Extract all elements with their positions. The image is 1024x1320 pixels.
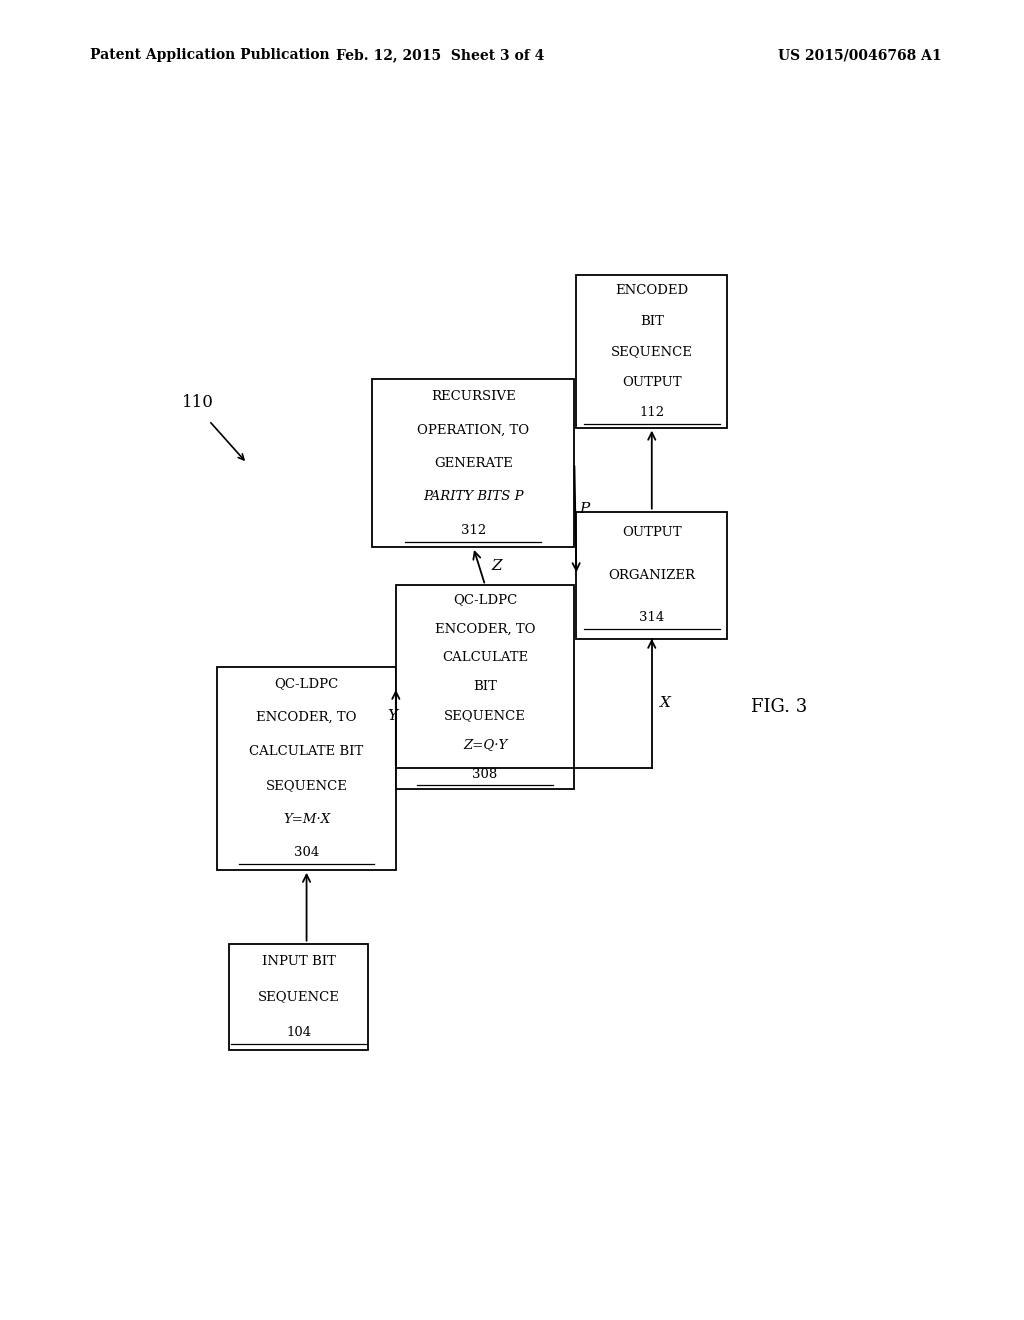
FancyBboxPatch shape — [372, 379, 574, 548]
Text: ORGANIZER: ORGANIZER — [608, 569, 695, 582]
Text: BIT: BIT — [473, 680, 497, 693]
Text: QC-LDPC: QC-LDPC — [274, 677, 339, 690]
FancyBboxPatch shape — [577, 276, 727, 428]
Text: ENCODED: ENCODED — [615, 284, 688, 297]
FancyBboxPatch shape — [229, 944, 368, 1051]
Text: OUTPUT: OUTPUT — [622, 375, 682, 388]
Text: 112: 112 — [639, 407, 665, 418]
Text: Z=Q·Y: Z=Q·Y — [463, 738, 507, 751]
Text: P: P — [580, 502, 590, 516]
Text: QC-LDPC: QC-LDPC — [453, 593, 517, 606]
FancyBboxPatch shape — [217, 667, 396, 870]
Text: Feb. 12, 2015  Sheet 3 of 4: Feb. 12, 2015 Sheet 3 of 4 — [336, 49, 545, 62]
Text: ENCODER, TO: ENCODER, TO — [256, 711, 356, 723]
Text: CALCULATE BIT: CALCULATE BIT — [250, 744, 364, 758]
Text: SEQUENCE: SEQUENCE — [258, 990, 340, 1003]
Text: 312: 312 — [461, 524, 485, 537]
Text: Y=M·X: Y=M·X — [283, 813, 330, 825]
Text: 314: 314 — [639, 611, 665, 624]
Text: Patent Application Publication: Patent Application Publication — [90, 49, 330, 62]
Text: 308: 308 — [472, 767, 498, 780]
Text: US 2015/0046768 A1: US 2015/0046768 A1 — [778, 49, 942, 62]
Text: 104: 104 — [286, 1026, 311, 1039]
Text: CALCULATE: CALCULATE — [442, 651, 528, 664]
Text: X: X — [659, 697, 671, 710]
Text: FIG. 3: FIG. 3 — [751, 698, 807, 717]
Text: OPERATION, TO: OPERATION, TO — [417, 424, 529, 437]
Text: 110: 110 — [182, 393, 214, 411]
Text: Y: Y — [387, 709, 397, 722]
Text: INPUT BIT: INPUT BIT — [262, 954, 336, 968]
FancyBboxPatch shape — [396, 585, 574, 788]
Text: GENERATE: GENERATE — [434, 457, 513, 470]
Text: RECURSIVE: RECURSIVE — [431, 389, 516, 403]
Text: SEQUENCE: SEQUENCE — [265, 779, 347, 792]
Text: PARITY BITS P: PARITY BITS P — [423, 490, 523, 503]
Text: OUTPUT: OUTPUT — [622, 527, 682, 540]
FancyBboxPatch shape — [577, 512, 727, 639]
Text: 304: 304 — [294, 846, 319, 859]
Text: ENCODER, TO: ENCODER, TO — [435, 622, 536, 635]
Text: Z: Z — [492, 560, 502, 573]
Text: SEQUENCE: SEQUENCE — [444, 709, 526, 722]
Text: SEQUENCE: SEQUENCE — [611, 345, 692, 358]
Text: BIT: BIT — [640, 314, 664, 327]
